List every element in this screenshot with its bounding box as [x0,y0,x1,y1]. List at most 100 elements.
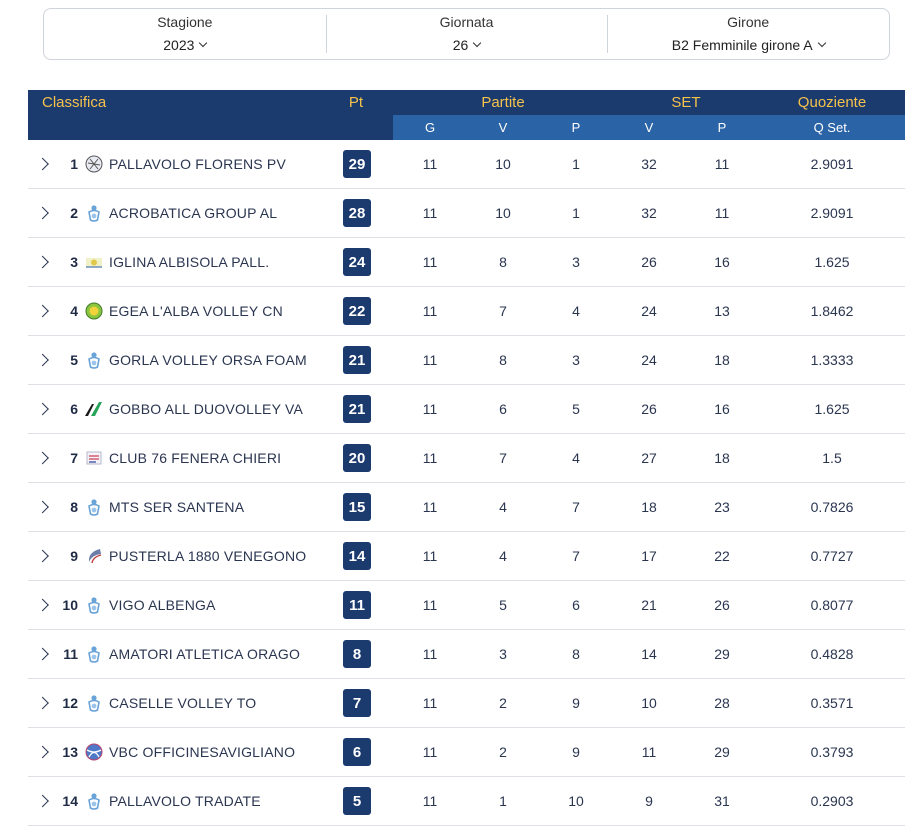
chevron-right-icon[interactable] [36,696,49,710]
lost-count: 7 [572,548,580,564]
group-filter-value: B2 Femminile girone A [671,37,813,53]
table-row[interactable]: 9 PUSTERLA 1880 VENEGONO 14 11 4 7 17 22… [28,532,905,581]
sets-won-count: 17 [641,548,657,564]
matchday-filter-value: 26 [452,37,469,53]
lost-count: 3 [572,352,580,368]
table-row[interactable]: 2 ACROBATICA GROUP AL 28 11 10 1 32 11 2… [28,189,905,238]
sets-lost-count: 26 [714,597,730,613]
table-row[interactable]: 8 MTS SER SANTENA 15 11 4 7 18 23 0.7826 [28,483,905,532]
lost-count: 3 [572,254,580,270]
table-row[interactable]: 7 CLUB 76 FENERA CHIERI 20 11 7 4 27 18 … [28,434,905,483]
chevron-right-icon[interactable] [36,794,49,808]
table-row[interactable]: 11 AMATORI ATLETICA ORAGO 8 11 3 8 14 29… [28,630,905,679]
chevron-right-icon[interactable] [36,745,49,759]
chevron-right-icon[interactable] [36,451,49,465]
team-name[interactable]: CLUB 76 FENERA CHIERI [109,450,282,466]
table-row[interactable]: 10 VIGO ALBENGA 11 11 5 6 21 26 0.8077 [28,581,905,630]
table-row[interactable]: 3 IGLINA ALBISOLA PALL. 24 11 8 3 26 16 … [28,238,905,287]
team-name[interactable]: ACROBATICA GROUP AL [109,205,278,221]
chevron-right-icon[interactable] [36,206,49,220]
sets-won-count: 26 [641,401,657,417]
rank: 6 [70,401,78,417]
played-count: 11 [422,597,438,613]
played-count: 11 [422,499,438,515]
matchday-filter-label: Giornata [439,14,494,30]
sets-lost-count: 16 [714,401,730,417]
team-name[interactable]: CASELLE VOLLEY TO [109,695,257,711]
table-row[interactable]: 1 PALLAVOLO FLORENS PV 29 11 10 1 32 11 … [28,140,905,189]
team-name[interactable]: AMATORI ATLETICA ORAGO [109,646,301,662]
lost-count: 4 [572,450,580,466]
won-count: 4 [499,548,507,564]
table-row[interactable]: 12 CASELLE VOLLEY TO 7 11 2 9 10 28 0.35… [28,679,905,728]
header-matches: Partite [481,94,525,111]
team-name[interactable]: PALLAVOLO FLORENS PV [109,156,286,172]
sets-won-count: 32 [641,205,657,221]
points-badge: 11 [343,591,371,619]
fipav-logo-icon [88,597,100,614]
sets-lost-count: 29 [714,744,730,760]
table-row[interactable]: 4 EGEA L'ALBA VOLLEY CN 22 11 7 4 24 13 … [28,287,905,336]
chevron-right-icon[interactable] [36,647,49,661]
lost-count: 9 [572,744,580,760]
chevron-right-icon[interactable] [36,549,49,563]
fipav-logo-icon [88,793,100,810]
sets-lost-count: 31 [714,793,730,809]
lost-count: 7 [572,499,580,515]
points-badge: 24 [343,248,371,276]
subheader-played: G [424,120,436,135]
set-quotient: 0.2903 [810,793,854,809]
lost-count: 5 [572,401,580,417]
chevron-down-icon [199,38,208,48]
team-name[interactable]: EGEA L'ALBA VOLLEY CN [109,303,283,319]
team-name[interactable]: VIGO ALBENGA [109,597,216,613]
chevron-right-icon[interactable] [36,353,49,367]
chevron-right-icon[interactable] [36,255,49,269]
florens-logo-icon [85,155,103,173]
table-row[interactable]: 6 GOBBO ALL DUOVOLLEY VA 21 11 6 5 26 16… [28,385,905,434]
table-row[interactable]: 5 GORLA VOLLEY ORSA FOAM 21 11 8 3 24 18… [28,336,905,385]
group-filter[interactable]: Girone B2 Femminile girone A [607,9,889,59]
chevron-right-icon[interactable] [36,500,49,514]
won-count: 8 [499,352,507,368]
rank: 3 [70,254,78,270]
set-quotient: 2.9091 [810,156,854,172]
team-name[interactable]: PALLAVOLO TRADATE [109,793,261,809]
team-name[interactable]: IGLINA ALBISOLA PALL. [109,254,270,270]
fipav-logo-icon [88,695,100,712]
set-quotient: 0.4828 [810,646,854,662]
matchday-filter[interactable]: Giornata 26 [325,9,608,59]
won-count: 10 [495,156,511,172]
lost-count: 8 [572,646,580,662]
chevron-down-icon [817,38,826,48]
table-row[interactable]: 13 VBC OFFICINESAVIGLIANO 6 11 2 9 11 29… [28,728,905,777]
sets-won-count: 24 [641,352,657,368]
sets-won-count: 32 [641,156,657,172]
sets-won-count: 10 [641,695,657,711]
season-filter-label: Stagione [157,14,213,30]
team-name[interactable]: PUSTERLA 1880 VENEGONO [109,548,307,564]
team-name[interactable]: VBC OFFICINESAVIGLIANO [109,744,296,760]
points-badge: 6 [343,738,371,766]
set-quotient: 0.8077 [810,597,854,613]
sets-lost-count: 23 [714,499,730,515]
played-count: 11 [422,646,438,662]
sets-lost-count: 13 [714,303,730,319]
season-filter[interactable]: Stagione 2023 [44,9,326,59]
rank: 11 [63,646,78,662]
chevron-right-icon[interactable] [36,402,49,416]
team-name[interactable]: MTS SER SANTENA [109,499,245,515]
chevron-right-icon[interactable] [36,157,49,171]
team-name[interactable]: GORLA VOLLEY ORSA FOAM [109,352,307,368]
table-subheader: G V P V P Q Set. [28,115,905,140]
table-body: 1 PALLAVOLO FLORENS PV 29 11 10 1 32 11 … [28,140,905,826]
rank: 8 [70,499,78,515]
team-name[interactable]: GOBBO ALL DUOVOLLEY VA [109,401,304,417]
table-row[interactable]: 14 PALLAVOLO TRADATE 5 11 1 10 9 31 0.29… [28,777,905,826]
won-count: 2 [499,695,507,711]
played-count: 11 [422,254,438,270]
chevron-right-icon[interactable] [36,304,49,318]
points-badge: 28 [343,199,371,227]
lost-count: 9 [572,695,580,711]
chevron-right-icon[interactable] [36,598,49,612]
